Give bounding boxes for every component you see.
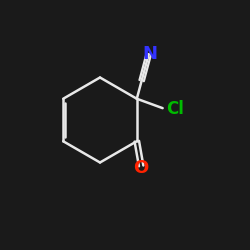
Text: N: N — [142, 45, 158, 63]
Text: Cl: Cl — [166, 100, 184, 118]
Text: O: O — [134, 159, 149, 177]
